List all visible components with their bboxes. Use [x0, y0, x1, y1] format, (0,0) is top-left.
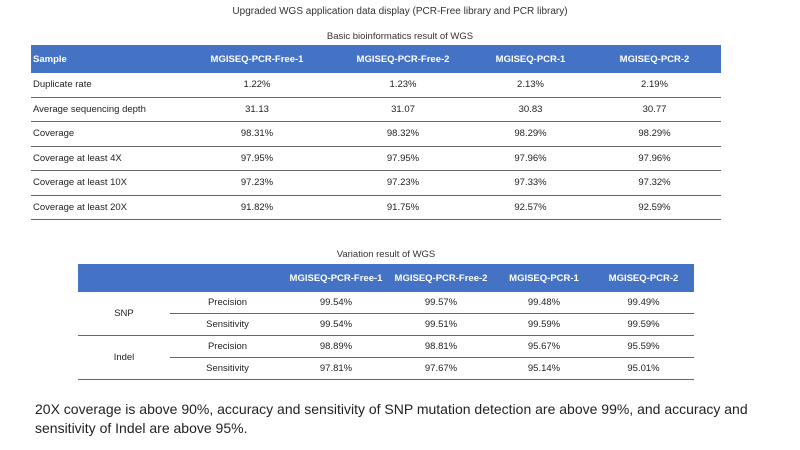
variation-table-caption: Variation result of WGS — [336, 249, 436, 260]
table-cell: 99.48% — [495, 292, 593, 314]
table-cell: 99.54% — [285, 313, 387, 336]
table-cell: 97.95% — [181, 146, 333, 171]
column-header: MGISEQ-PCR-2 — [588, 45, 721, 73]
table-row: Sensitivity 99.54% 99.51% 99.59% 99.59% — [78, 313, 694, 336]
table-cell: 95.01% — [593, 357, 694, 380]
table-cell: 1.22% — [181, 73, 333, 98]
row-label: Average sequencing depth — [31, 97, 181, 122]
row-label: Coverage at least 10X — [31, 170, 181, 196]
table-cell: 97.33% — [473, 170, 588, 196]
row-label: Coverage — [31, 121, 181, 147]
table-cell: 99.49% — [593, 292, 694, 314]
table-cell: 98.29% — [473, 121, 588, 147]
column-header: Sample — [31, 45, 181, 73]
table-cell: 98.81% — [387, 335, 495, 358]
table-header-row: Sample MGISEQ-PCR-Free-1 MGISEQ-PCR-Free… — [31, 45, 721, 73]
table-cell: 99.57% — [387, 292, 495, 314]
basic-table-caption: Basic bioinformatics result of WGS — [326, 31, 474, 42]
conclusion-text: 20X coverage is above 90%, accuracy and … — [35, 401, 748, 436]
table-cell: 97.81% — [285, 357, 387, 380]
column-header — [78, 264, 170, 292]
table-cell: 98.31% — [181, 121, 333, 147]
column-header: MGISEQ-PCR-Free-1 — [181, 45, 333, 73]
variation-result-table: MGISEQ-PCR-Free-1 MGISEQ-PCR-Free-2 MGIS… — [78, 264, 694, 380]
table-cell: 92.59% — [588, 195, 721, 220]
metric-label: Precision — [170, 292, 285, 314]
table-row: Indel Precision 98.89% 98.81% 95.67% 95.… — [78, 335, 694, 380]
table-cell: 31.07 — [333, 97, 473, 122]
table-cell: 99.51% — [387, 313, 495, 336]
table-row: Coverage at least 20X 91.82% 91.75% 92.5… — [31, 195, 721, 220]
table-cell: 91.75% — [333, 195, 473, 220]
column-header: MGISEQ-PCR-Free-1 — [285, 264, 387, 292]
table-cell: 2.19% — [588, 73, 721, 98]
table-cell: 31.13 — [181, 97, 333, 122]
table-cell: 97.95% — [333, 146, 473, 171]
table-cell: 98.89% — [285, 335, 387, 358]
table-cell: 30.83 — [473, 97, 588, 122]
table-cell: 98.32% — [333, 121, 473, 147]
table-cell: 98.29% — [588, 121, 721, 147]
row-label: Coverage at least 20X — [31, 195, 181, 220]
table-cell: 97.67% — [387, 357, 495, 380]
group-label-indel: Indel — [78, 335, 170, 380]
column-header: MGISEQ-PCR-Free-2 — [387, 264, 495, 292]
row-label: Coverage at least 4X — [31, 146, 181, 171]
table-cell: 97.23% — [181, 170, 333, 196]
table-cell: 99.54% — [285, 292, 387, 314]
table-cell: 99.59% — [593, 313, 694, 336]
table-row: SNP Precision 99.54% 99.57% 99.48% 99.49… — [78, 292, 694, 336]
column-header: MGISEQ-PCR-1 — [473, 45, 588, 73]
metric-label: Sensitivity — [170, 313, 285, 336]
table-row: Coverage 98.31% 98.32% 98.29% 98.29% — [31, 121, 721, 147]
column-header: MGISEQ-PCR-2 — [593, 264, 694, 292]
table-row: Coverage at least 4X 97.95% 97.95% 97.96… — [31, 146, 721, 171]
row-label: Duplicate rate — [31, 73, 181, 98]
table-cell: 91.82% — [181, 195, 333, 220]
column-header — [170, 264, 285, 292]
metric-label: Precision — [170, 335, 285, 358]
table-cell: 30.77 — [588, 97, 721, 122]
table-cell: 97.96% — [473, 146, 588, 171]
table-cell: 1.23% — [333, 73, 473, 98]
basic-bioinformatics-table: Sample MGISEQ-PCR-Free-1 MGISEQ-PCR-Free… — [31, 45, 721, 220]
page-title: Upgraded WGS application data display (P… — [232, 6, 568, 17]
column-header: MGISEQ-PCR-1 — [495, 264, 593, 292]
table-row: Average sequencing depth 31.13 31.07 30.… — [31, 97, 721, 122]
table-cell: 2.13% — [473, 73, 588, 98]
column-header: MGISEQ-PCR-Free-2 — [333, 45, 473, 73]
group-label-snp: SNP — [78, 292, 170, 336]
table-cell: 99.59% — [495, 313, 593, 336]
table-cell: 92.57% — [473, 195, 588, 220]
table-cell: 95.67% — [495, 335, 593, 358]
table-row: Duplicate rate 1.22% 1.23% 2.13% 2.19% — [31, 73, 721, 98]
table-cell: 97.23% — [333, 170, 473, 196]
table-cell: 95.59% — [593, 335, 694, 358]
table-header-row: MGISEQ-PCR-Free-1 MGISEQ-PCR-Free-2 MGIS… — [78, 264, 694, 292]
table-row: Sensitivity 97.81% 97.67% 95.14% 95.01% — [78, 357, 694, 380]
metric-label: Sensitivity — [170, 357, 285, 380]
table-row: Coverage at least 10X 97.23% 97.23% 97.3… — [31, 170, 721, 196]
table-cell: 97.96% — [588, 146, 721, 171]
table-cell: 97.32% — [588, 170, 721, 196]
table-cell: 95.14% — [495, 357, 593, 380]
